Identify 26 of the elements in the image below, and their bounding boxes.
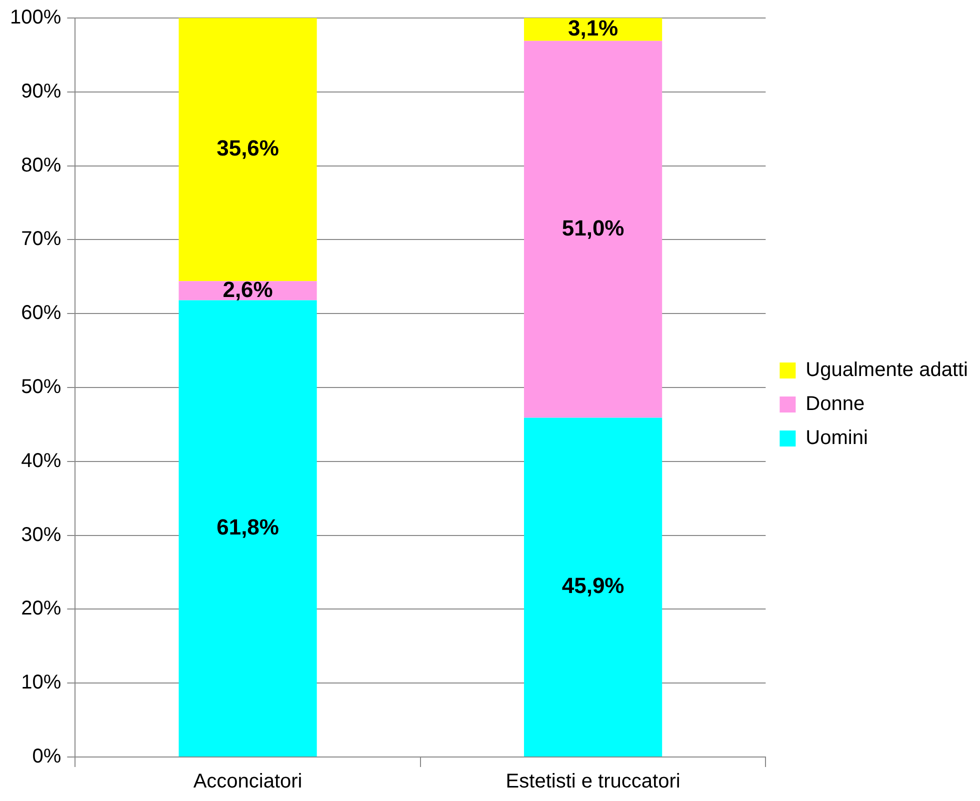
y-tick-label: 80% bbox=[21, 154, 62, 176]
y-tick-label: 30% bbox=[21, 524, 62, 546]
bar bbox=[178, 18, 317, 282]
y-tick-label: 50% bbox=[21, 376, 62, 398]
y-tick-label: 0% bbox=[32, 746, 62, 768]
legend-label: Donne bbox=[806, 393, 865, 416]
data-label: 51,0% bbox=[562, 215, 624, 240]
y-tick-label: 40% bbox=[21, 450, 62, 472]
y-tick-label: 60% bbox=[21, 302, 62, 324]
data-label: 3,1% bbox=[568, 16, 618, 41]
y-tick-label: 90% bbox=[21, 80, 62, 102]
data-label: 61,8% bbox=[216, 514, 279, 540]
data-label: 2,6% bbox=[222, 276, 273, 302]
y-tick-label: 100% bbox=[10, 6, 62, 29]
data-label: 35,6% bbox=[216, 136, 279, 161]
bar bbox=[178, 300, 317, 756]
y-tick-label: 10% bbox=[21, 672, 62, 694]
x-tick-label: Acconciatori bbox=[193, 770, 302, 793]
bar bbox=[524, 40, 662, 418]
bar bbox=[524, 418, 662, 756]
y-tick-label: 70% bbox=[21, 228, 62, 250]
x-tick-label: Estetisti e truccatori bbox=[506, 770, 680, 793]
legend-label: Ugualmente adatti bbox=[806, 359, 968, 382]
data-label: 45,9% bbox=[562, 573, 624, 598]
y-tick-label: 20% bbox=[21, 598, 62, 620]
legend-label: Uomini bbox=[806, 427, 868, 450]
